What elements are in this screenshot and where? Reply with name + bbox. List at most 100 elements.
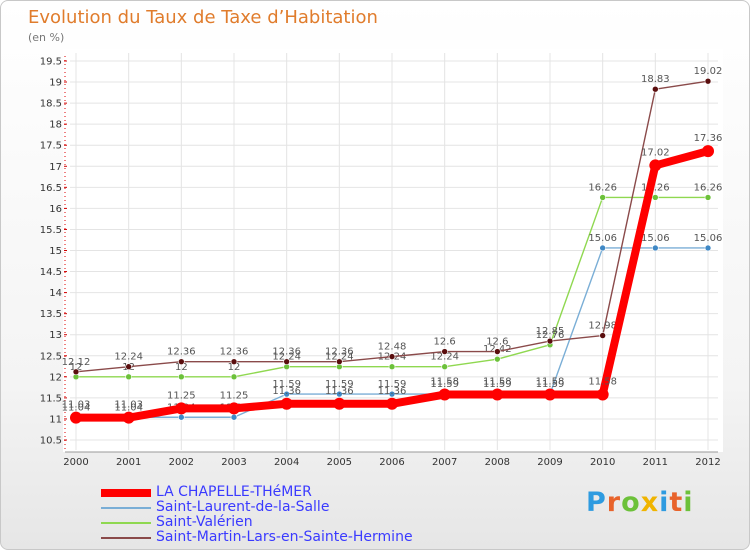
data-label: 12.36 [272, 347, 301, 358]
y-tick-label: 12.5 [40, 351, 62, 362]
legend-swatch [101, 522, 151, 524]
data-label: 12.24 [430, 352, 459, 363]
data-label: 17.36 [694, 133, 723, 144]
data-label: 11.03 [114, 400, 143, 411]
data-label: 12.36 [220, 347, 249, 358]
y-tick-label: 16.5 [40, 183, 62, 194]
x-tick-label: 2009 [537, 457, 562, 468]
x-tick-label: 2011 [643, 457, 668, 468]
data-label: 11.59 [378, 379, 407, 390]
data-label: 17.02 [641, 147, 670, 158]
data-label: 19.02 [694, 66, 723, 77]
y-tick-label: 15 [49, 246, 62, 257]
legend-label: Saint-Laurent-de-la-Salle [156, 499, 330, 515]
data-label: 11.58 [430, 377, 459, 388]
data-label: 12 [175, 362, 188, 373]
data-point [230, 413, 238, 421]
data-label: 16.26 [641, 182, 670, 193]
data-label: 12.6 [486, 337, 508, 348]
data-label: 12.24 [272, 352, 301, 363]
y-tick-label: 18 [49, 120, 62, 131]
data-point [125, 373, 132, 381]
legend-label: LA CHAPELLE-THéMER [156, 484, 312, 500]
x-tick-label: 2007 [432, 457, 457, 468]
x-tick-label: 2003 [221, 457, 246, 468]
x-tick-label: 2004 [274, 457, 299, 468]
data-point [652, 194, 659, 201]
y-tick-label: 19 [49, 78, 62, 89]
proxiti-logo: Proxiti [586, 487, 694, 518]
data-point [704, 77, 712, 85]
x-tick-label: 2001 [116, 457, 141, 468]
data-point [494, 348, 501, 355]
data-point [546, 337, 554, 345]
data-point [544, 388, 556, 401]
y-tick-label: 10.5 [40, 436, 62, 447]
logo-letter: i [683, 487, 694, 518]
data-point [388, 363, 396, 371]
logo-letter: r [606, 487, 622, 518]
data-point [599, 194, 606, 201]
data-point [230, 358, 238, 365]
data-label: 11.04 [114, 402, 143, 413]
logo-letter: t [669, 487, 684, 518]
data-label: 11.03 [62, 400, 91, 411]
data-point [122, 411, 135, 424]
data-label: 11.58 [483, 377, 512, 388]
y-tick-label: 13.5 [40, 309, 62, 320]
data-point [388, 353, 396, 360]
data-label: 12.24 [114, 352, 143, 363]
x-tick-label: 2006 [379, 457, 404, 468]
y-tick-label: 14 [49, 288, 62, 299]
data-point [494, 355, 501, 363]
data-label: 12 [228, 362, 241, 373]
data-point [599, 244, 606, 252]
data-label: 12.12 [62, 357, 91, 368]
data-point [649, 159, 662, 172]
data-label: 12.6 [434, 337, 456, 348]
data-point [178, 373, 185, 381]
data-point [72, 368, 80, 376]
y-tick-label: 17 [49, 162, 62, 173]
data-point [386, 397, 398, 410]
data-label: 11.59 [272, 379, 301, 390]
logo-letter: x [640, 487, 660, 518]
legend-label: Saint-Valérien [156, 514, 253, 530]
x-tick-label: 2012 [695, 457, 720, 468]
logo-letter: P [586, 487, 607, 518]
data-label: 12.24 [325, 352, 354, 363]
data-point [175, 402, 188, 415]
data-label: 12.36 [325, 347, 354, 358]
x-tick-label: 2005 [327, 457, 352, 468]
data-point [652, 85, 659, 93]
y-tick-label: 16 [49, 204, 62, 215]
data-label: 11.25 [167, 390, 196, 401]
y-tick-label: 13 [49, 330, 62, 341]
data-point [178, 413, 185, 421]
data-point [704, 244, 712, 252]
data-label: 16.26 [694, 182, 723, 193]
data-label: 11.59 [430, 379, 459, 390]
data-point [336, 358, 343, 365]
x-tick-label: 2010 [590, 457, 615, 468]
data-label: 18.83 [641, 74, 670, 85]
y-tick-label: 15.5 [40, 225, 62, 236]
data-label: 15.06 [641, 233, 670, 244]
logo-letter: o [621, 487, 641, 518]
data-point [283, 390, 290, 398]
y-tick-label: 19.5 [40, 57, 62, 68]
data-label: 11.25 [220, 390, 249, 401]
data-label: 15.06 [694, 233, 723, 244]
x-tick-label: 2000 [63, 457, 88, 468]
data-point [125, 363, 132, 371]
x-tick-label: 2008 [485, 457, 510, 468]
data-point [491, 388, 504, 401]
data-label: 11.58 [536, 377, 565, 388]
data-label: 11.36 [272, 386, 301, 397]
data-label: 11.59 [325, 379, 354, 390]
data-label: 12 [70, 362, 83, 373]
data-point [178, 358, 185, 365]
data-label: 12.76 [536, 330, 565, 341]
y-tick-label: 11.5 [40, 393, 62, 404]
